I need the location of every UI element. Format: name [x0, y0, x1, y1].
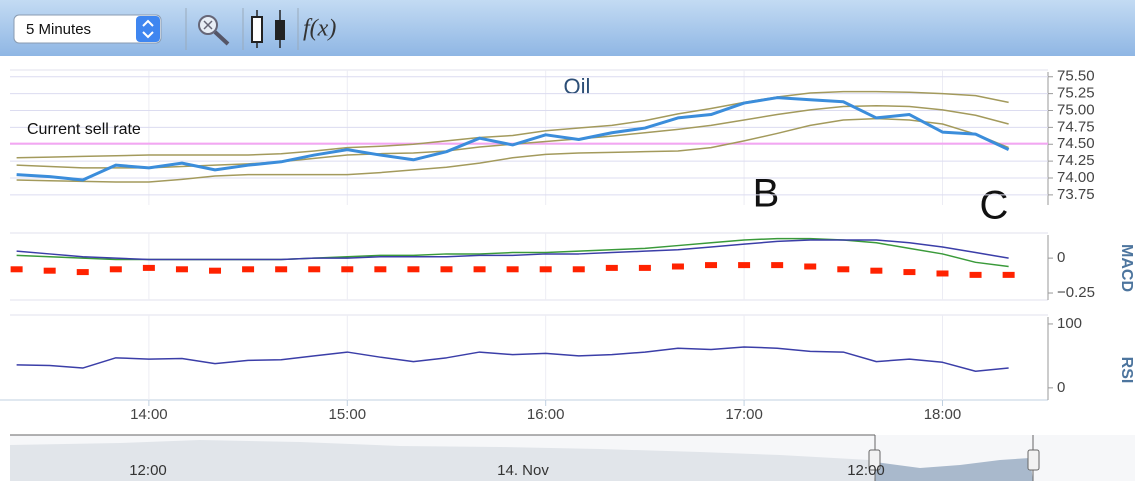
- histogram-bar: [473, 266, 486, 273]
- histogram-bar: [506, 266, 519, 273]
- y-tick-label: 100: [1057, 315, 1082, 332]
- histogram-bar: [142, 264, 155, 271]
- navigator-label: 12:00: [847, 462, 885, 479]
- histogram-bar: [804, 263, 817, 270]
- series-line: [16, 105, 1009, 169]
- histogram-bar: [969, 271, 982, 278]
- histogram-bar: [76, 269, 89, 276]
- series-line: [16, 96, 1010, 182]
- x-tick-label: 14:00: [130, 406, 168, 423]
- x-tick-label: 15:00: [329, 406, 367, 423]
- navigator[interactable]: [10, 434, 1135, 481]
- annotation: B: [753, 172, 780, 216]
- interval-select[interactable]: 5 Minutes: [13, 14, 162, 44]
- toolbar: [0, 0, 1135, 56]
- histogram-bar: [440, 266, 453, 273]
- zoom-button[interactable]: [198, 15, 230, 46]
- histogram-bar: [109, 266, 122, 273]
- series-line: [16, 237, 1009, 268]
- histogram-bar: [341, 266, 354, 273]
- histogram-bar: [175, 266, 188, 273]
- histogram-bar: [638, 264, 651, 271]
- histogram-bar: [903, 269, 916, 276]
- x-tick-label: 17:00: [725, 406, 763, 423]
- histogram-bar: [43, 267, 56, 274]
- y-axis-label: MACD: [1118, 244, 1135, 292]
- y-tick-label: 0: [1057, 379, 1065, 396]
- histogram-bar: [572, 266, 585, 273]
- chart-title: Oil: [564, 74, 591, 99]
- navigator-label: 14. Nov: [497, 462, 549, 479]
- histogram-bar: [1002, 271, 1015, 278]
- histogram-bar: [374, 266, 387, 273]
- candles-button[interactable]: [251, 10, 285, 48]
- series-line: [16, 117, 1009, 183]
- annotation: C: [980, 184, 1009, 228]
- histogram-bar: [771, 262, 784, 269]
- y-tick-label: 73.75: [1057, 186, 1095, 203]
- y-tick-label: 0: [1057, 249, 1065, 266]
- y-tick-label: 75.00: [1057, 101, 1095, 118]
- y-tick-label: 75.25: [1057, 85, 1095, 102]
- histogram-bar: [308, 266, 321, 273]
- interval-label: 5 Minutes: [26, 21, 91, 38]
- histogram-bar: [539, 266, 552, 273]
- y-axis-label: RSI: [1118, 357, 1135, 384]
- y-tick-label: 74.00: [1057, 169, 1095, 186]
- y-tick-label: 74.25: [1057, 152, 1095, 169]
- histogram-bar: [10, 266, 23, 273]
- navigator-label: 12:00: [129, 462, 167, 479]
- reference-label: Current sell rate: [27, 121, 141, 138]
- histogram-bar: [407, 266, 420, 273]
- series-line: [16, 346, 1009, 372]
- x-tick-label: 18:00: [924, 406, 962, 423]
- function-button[interactable]: f(x): [303, 16, 336, 42]
- y-tick-label: 74.75: [1057, 118, 1095, 135]
- histogram-bar: [705, 262, 718, 269]
- histogram-bar: [738, 262, 751, 269]
- y-tick-label: 75.50: [1057, 68, 1095, 85]
- histogram-bar: [870, 267, 883, 274]
- histogram-bar: [936, 270, 949, 277]
- series-line: [16, 90, 1009, 159]
- x-tick-label: 16:00: [527, 406, 565, 423]
- histogram-bar: [242, 266, 255, 273]
- series-line: [16, 239, 1009, 261]
- histogram-bar: [275, 266, 288, 273]
- y-tick-label: 74.50: [1057, 135, 1095, 152]
- histogram-bar: [209, 267, 222, 274]
- y-tick-label: −0.25: [1057, 284, 1095, 301]
- histogram-bar: [671, 263, 684, 270]
- histogram-bar: [605, 264, 618, 271]
- histogram-bar: [837, 266, 850, 273]
